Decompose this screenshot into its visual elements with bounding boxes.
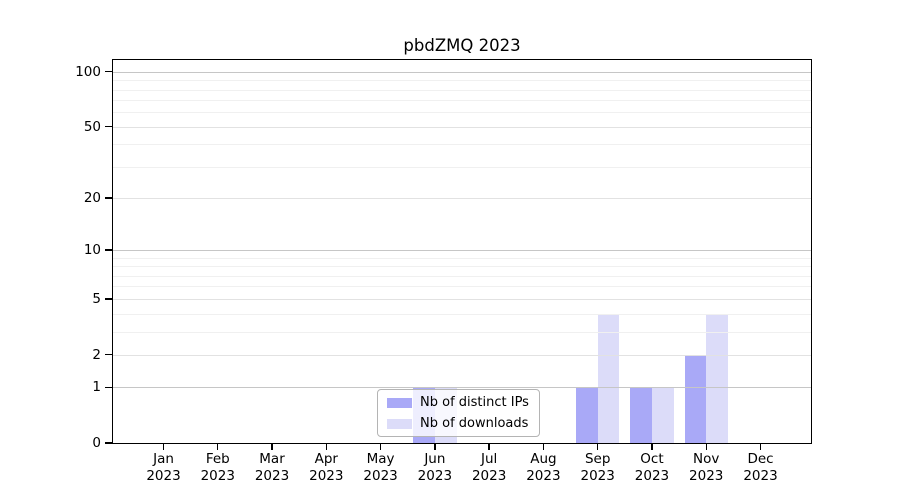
- gridline-major: [113, 250, 811, 252]
- gridline-minor: [113, 166, 811, 168]
- legend-swatch-distinct-ips-icon: [387, 397, 412, 408]
- y-tick-label: 50: [83, 118, 101, 135]
- plot-area: 0 1 2 5 10 20 50 100 Jan 2023 Feb 2023 Mar 2023 Apr 202…: [75, 59, 812, 484]
- y-tick-label: 0: [92, 435, 101, 451]
- y-tick-label: 2: [92, 346, 101, 363]
- x-tick-label: Jun 2023: [403, 451, 467, 485]
- x-axis-tick: [271, 444, 273, 450]
- x-tick-label: Feb 2023: [186, 451, 250, 485]
- legend-item-downloads: Nb of downloads: [387, 415, 530, 432]
- y-axis-tick: [105, 197, 112, 199]
- bar-downloads-sep: [597, 313, 620, 443]
- x-tick-month: Jul: [480, 451, 498, 467]
- gridline-minor: [113, 80, 811, 82]
- chart-title: pbdZMQ 2023: [403, 36, 521, 55]
- gridline-minor: [113, 275, 811, 277]
- bar-ips-nov: [684, 354, 707, 443]
- x-tick-year: 2023: [363, 468, 398, 484]
- y-axis-tick: [105, 442, 112, 444]
- x-tick-label: Nov 2023: [674, 451, 738, 485]
- y-axis-tick: [105, 386, 112, 388]
- gridline-minor: [113, 257, 811, 259]
- x-axis-tick: [217, 444, 219, 450]
- y-axis-tick: [105, 71, 112, 73]
- gridline-major: [113, 298, 811, 300]
- legend-swatch-downloads-icon: [387, 418, 412, 429]
- x-axis-tick: [759, 444, 762, 450]
- x-tick-month: Jun: [424, 451, 446, 467]
- x-tick-year: 2023: [146, 468, 181, 484]
- x-tick-month: Dec: [747, 451, 774, 467]
- x-tick-label: Oct 2023: [620, 451, 684, 485]
- x-axis-tick: [379, 444, 382, 450]
- x-tick-year: 2023: [471, 468, 507, 484]
- x-tick-label: Apr 2023: [294, 451, 358, 485]
- x-axis-tick: [597, 444, 599, 450]
- x-tick-month: Nov: [693, 451, 720, 467]
- gridline-major: [113, 71, 811, 73]
- x-tick-year: 2023: [526, 468, 561, 484]
- x-tick-month: Apr: [314, 451, 338, 467]
- x-axis-tick: [162, 444, 165, 450]
- y-axis-tick: [105, 126, 112, 128]
- x-tick-month: Oct: [640, 451, 664, 467]
- legend: Nb of distinct IPs Nb of downloads: [377, 389, 540, 437]
- gridline-minor: [113, 331, 811, 333]
- y-tick-label: 10: [83, 242, 101, 259]
- legend-item-distinct-ips: Nb of distinct IPs: [387, 394, 530, 411]
- bar-downloads-oct: [651, 387, 674, 443]
- x-tick-month: Aug: [530, 451, 557, 467]
- x-tick-label: Sep 2023: [566, 451, 630, 485]
- bar-ips-sep: [575, 387, 598, 443]
- x-tick-month: Feb: [205, 451, 230, 467]
- gridline-minor: [113, 100, 811, 102]
- x-tick-label: Mar 2023: [240, 451, 304, 485]
- x-tick-year: 2023: [743, 468, 778, 484]
- x-axis-tick: [542, 444, 545, 450]
- y-tick-label: 5: [92, 290, 101, 307]
- y-tick-label: 100: [75, 63, 101, 80]
- x-tick-month: Jan: [153, 451, 174, 467]
- gridline-minor: [113, 89, 811, 91]
- x-axis-tick: [488, 444, 490, 450]
- y-tick-label: 20: [83, 190, 101, 207]
- gridline-minor: [113, 313, 811, 315]
- y-tick-label: 1: [92, 379, 101, 396]
- bar-ips-oct: [630, 387, 652, 443]
- y-axis-tick: [105, 298, 112, 300]
- x-tick-year: 2023: [200, 468, 235, 484]
- x-tick-month: Sep: [584, 451, 611, 467]
- x-tick-label: May 2023: [349, 451, 413, 485]
- x-tick-month: May: [366, 451, 395, 467]
- x-tick-label: Jan 2023: [132, 451, 196, 485]
- x-axis-tick: [705, 444, 707, 450]
- gridline-major: [113, 387, 811, 389]
- x-tick-year: 2023: [689, 468, 724, 484]
- y-axis-tick: [105, 353, 112, 356]
- x-tick-label: Jul 2023: [457, 451, 521, 485]
- gridline-major: [113, 198, 811, 200]
- x-axis-tick: [325, 444, 327, 450]
- bar-downloads-nov: [706, 313, 728, 443]
- x-tick-label: Aug 2023: [511, 451, 575, 485]
- x-axis-tick: [651, 444, 653, 450]
- x-tick-year: 2023: [254, 468, 290, 484]
- legend-label-downloads: Nb of downloads: [420, 416, 529, 431]
- y-axis-tick: [105, 249, 112, 251]
- x-axis-tick: [434, 444, 436, 450]
- x-tick-year: 2023: [417, 468, 453, 484]
- x-tick-year: 2023: [634, 468, 670, 484]
- legend-label-distinct-ips: Nb of distinct IPs: [420, 395, 529, 410]
- x-tick-label: Dec 2023: [729, 451, 793, 485]
- gridline-minor: [113, 286, 811, 288]
- x-tick-year: 2023: [580, 468, 615, 484]
- x-tick-month: Mar: [259, 451, 285, 467]
- gridline-minor: [113, 112, 811, 114]
- gridline-major: [113, 126, 811, 128]
- x-tick-year: 2023: [309, 468, 344, 484]
- gridline-minor: [113, 144, 811, 146]
- gridline-major: [113, 354, 811, 356]
- gridline-minor: [113, 266, 811, 268]
